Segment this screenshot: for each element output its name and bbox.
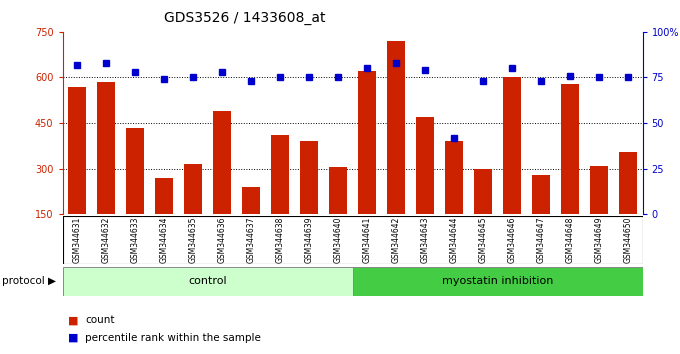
Bar [329,167,347,260]
Text: GSM344635: GSM344635 [188,217,198,263]
Bar [388,41,405,260]
Bar [353,267,643,296]
Bar [97,82,115,260]
Text: GSM344641: GSM344641 [362,217,371,263]
Text: GSM344633: GSM344633 [131,217,139,263]
Text: GSM344632: GSM344632 [101,217,111,263]
Bar [590,166,608,260]
Bar [184,164,202,260]
Text: GSM344636: GSM344636 [218,217,226,263]
Text: GSM344645: GSM344645 [479,217,488,263]
Bar [242,187,260,260]
Text: GSM344648: GSM344648 [566,217,575,263]
Text: GSM344647: GSM344647 [537,217,545,263]
Text: GSM344643: GSM344643 [421,217,430,263]
Text: GSM344634: GSM344634 [160,217,169,263]
Bar [155,178,173,260]
Bar [475,169,492,260]
Text: myostatin inhibition: myostatin inhibition [442,276,554,286]
Text: percentile rank within the sample: percentile rank within the sample [85,333,261,343]
Text: protocol ▶: protocol ▶ [2,276,56,286]
Bar [358,72,376,260]
Bar [619,152,636,260]
Text: GDS3526 / 1433608_at: GDS3526 / 1433608_at [164,11,326,25]
Text: GSM344631: GSM344631 [73,217,82,263]
Bar [503,78,521,260]
Bar [271,135,289,260]
Text: control: control [188,276,227,286]
Bar [301,141,318,260]
Text: GSM344646: GSM344646 [507,217,517,263]
Text: GSM344644: GSM344644 [449,217,458,263]
Bar [214,111,231,260]
Text: GSM344637: GSM344637 [247,217,256,263]
Bar [532,175,550,260]
Bar [416,117,434,260]
Text: GSM344642: GSM344642 [392,217,401,263]
Bar [126,127,143,260]
Bar [63,267,352,296]
Text: ■: ■ [68,315,78,325]
Bar [562,84,579,260]
Text: GSM344639: GSM344639 [305,217,313,263]
Text: GSM344638: GSM344638 [275,217,284,263]
Text: GSM344649: GSM344649 [594,217,604,263]
Bar [69,86,86,260]
Text: GSM344650: GSM344650 [624,217,632,263]
Text: count: count [85,315,114,325]
Text: GSM344640: GSM344640 [334,217,343,263]
Bar [445,141,463,260]
Text: ■: ■ [68,333,78,343]
